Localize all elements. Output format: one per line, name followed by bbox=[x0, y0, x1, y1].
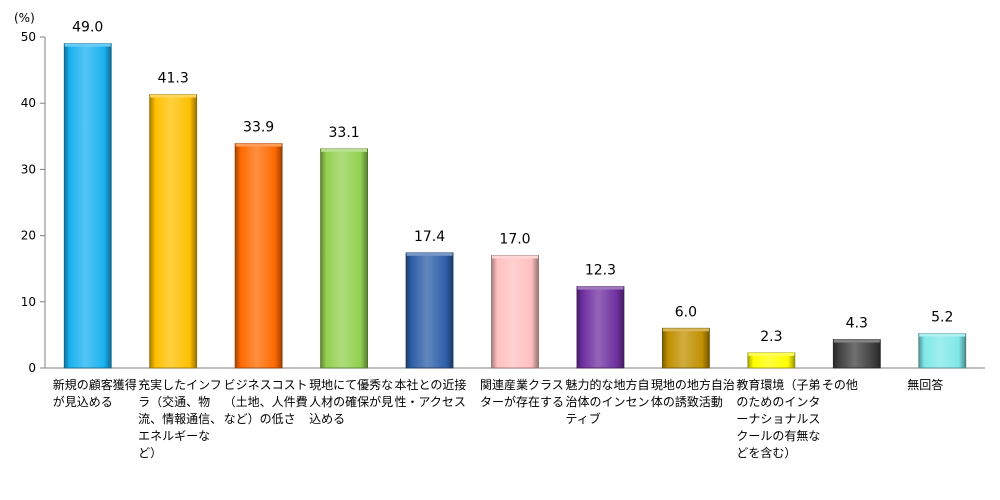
data-label: 4.3 bbox=[846, 316, 868, 332]
bar-top-bevel bbox=[64, 43, 111, 47]
data-label: 49.0 bbox=[72, 20, 103, 36]
category-label: その他 bbox=[821, 378, 858, 392]
y-ticks: 0 10 20 30 40 50 bbox=[21, 30, 45, 375]
bar bbox=[234, 143, 283, 369]
category-label: 魅力的な地方自治体のインセンティブ bbox=[565, 378, 650, 426]
bar-top-bevel bbox=[235, 143, 282, 147]
category-label: 教育環境（子弟のためのインターナショナルスクールの有無などを含む） bbox=[736, 378, 821, 460]
bars bbox=[63, 43, 967, 369]
category-label: 現地にて優秀な人材の確保が見込める bbox=[309, 378, 394, 426]
data-label: 6.0 bbox=[675, 304, 697, 320]
category-label: 本社との近接性・アクセス bbox=[394, 378, 467, 409]
data-labels: 49.0 41.3 33.9 33.1 17.4 17.0 12.3 6.0 2.3 4.3 5.2 bbox=[72, 20, 953, 345]
category-label: 関連産業クラスターが存在する bbox=[480, 378, 565, 409]
category-label: ビジネスコスト（土地、人件費など）の低さ bbox=[223, 378, 308, 426]
y-tick-label: 0 bbox=[28, 361, 36, 375]
data-label: 17.4 bbox=[414, 229, 445, 245]
data-label: 33.1 bbox=[329, 125, 360, 141]
data-label: 5.2 bbox=[931, 310, 953, 326]
bar-top-bevel bbox=[492, 255, 538, 259]
data-label: 17.0 bbox=[499, 231, 530, 247]
bar-top-bevel bbox=[833, 339, 880, 343]
bar-top-bevel bbox=[150, 94, 197, 98]
bar-top-bevel bbox=[748, 352, 795, 356]
bar bbox=[491, 255, 539, 369]
y-tick-label: 40 bbox=[21, 96, 36, 110]
bar bbox=[662, 327, 710, 369]
y-tick-label: 30 bbox=[21, 162, 36, 176]
bar bbox=[63, 43, 112, 369]
bar-top-bevel bbox=[406, 252, 453, 256]
y-axis-unit: (%) bbox=[14, 11, 35, 25]
data-label: 33.9 bbox=[243, 120, 274, 136]
bar bbox=[918, 333, 967, 369]
bar bbox=[576, 286, 625, 369]
data-label: 2.3 bbox=[760, 329, 782, 345]
bar-top-bevel bbox=[919, 333, 966, 337]
y-tick-label: 20 bbox=[21, 229, 36, 243]
bar bbox=[832, 339, 881, 369]
bar bbox=[405, 252, 454, 369]
category-label: 無回答 bbox=[907, 378, 944, 392]
bar-top-bevel bbox=[321, 148, 368, 152]
data-label: 41.3 bbox=[158, 71, 189, 87]
bar bbox=[149, 94, 198, 369]
data-label: 12.3 bbox=[585, 263, 616, 279]
bar bbox=[320, 148, 368, 369]
y-tick-label: 50 bbox=[21, 30, 36, 44]
category-label: 充実したインフラ（交通、物流、情報通信、エネルギーなど） bbox=[138, 378, 223, 460]
y-tick-label: 10 bbox=[21, 295, 36, 309]
bar-top-bevel bbox=[662, 328, 709, 332]
category-label: 新規の顧客獲得が見込める bbox=[52, 378, 137, 409]
bar-top-bevel bbox=[577, 286, 624, 290]
category-label: 現地の地方自治体の誘致活動 bbox=[650, 378, 735, 409]
